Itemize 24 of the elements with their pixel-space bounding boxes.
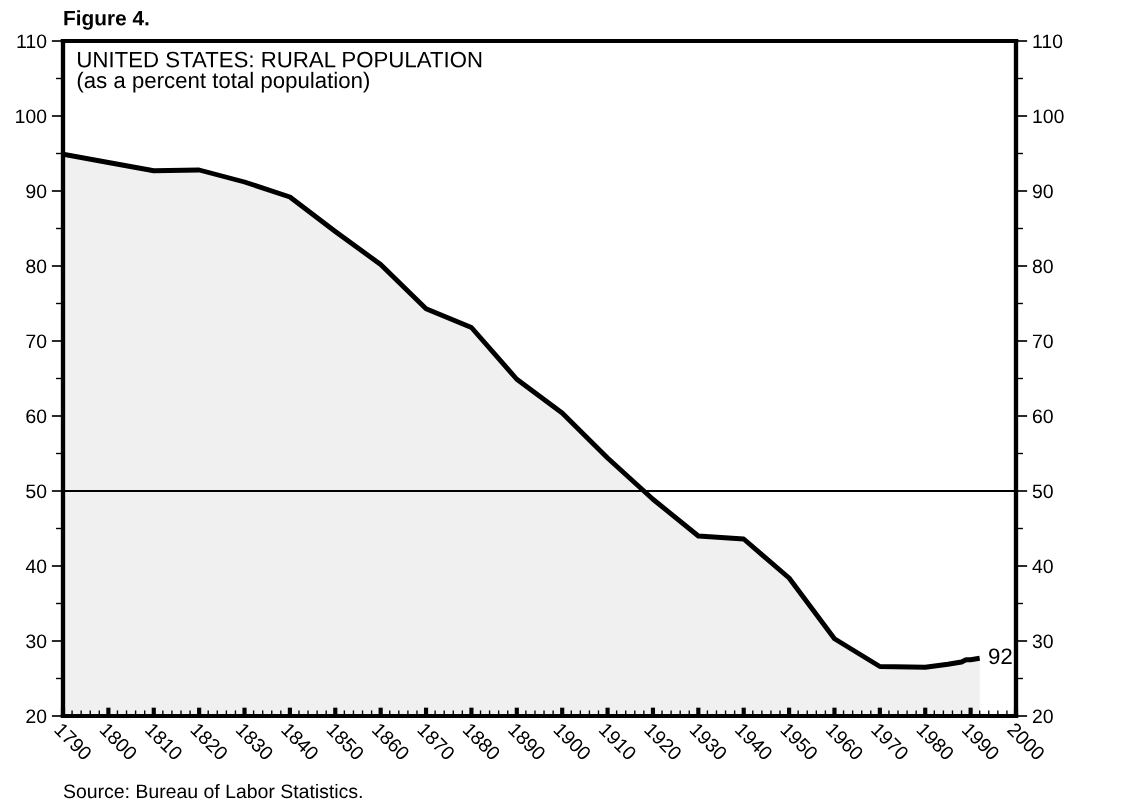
source-note: Source: Bureau of Labor Statistics. — [63, 783, 362, 799]
y-tick-label: 110 — [17, 34, 47, 49]
y-tick-label: 30 — [26, 634, 47, 649]
y-tick-label: 50 — [26, 484, 47, 499]
y2-tick-label: 60 — [1032, 409, 1053, 424]
y-tick-label: 90 — [26, 184, 47, 199]
chart-title: Figure 4. — [64, 10, 149, 30]
y2-tick-label: 40 — [1032, 559, 1053, 574]
y2-tick-label: 100 — [1033, 109, 1064, 124]
y2-tick-label: 50 — [1032, 484, 1053, 499]
y-tick-label: 70 — [26, 334, 47, 349]
text: UNITED STATES: RURAL POPULATION (as a percent total population) — [77, 51, 482, 93]
y2-tick-label: 70 — [1032, 334, 1053, 349]
y-tick-label: 40 — [25, 559, 47, 574]
y-tick-label: 100 — [16, 109, 47, 124]
y-tick-label: 60 — [26, 409, 47, 424]
y2-tick-label: 20 — [1032, 709, 1053, 724]
y-tick-label: 80 — [26, 259, 47, 274]
y2-tick-label: 110 — [1033, 34, 1063, 49]
y2-tick-label: 90 — [1032, 184, 1053, 199]
y-tick-label: 20 — [26, 709, 47, 724]
y2-tick-label: 80 — [1032, 259, 1053, 274]
annotation: 92 — [989, 648, 1012, 665]
y2-tick-label: 30 — [1032, 634, 1053, 649]
